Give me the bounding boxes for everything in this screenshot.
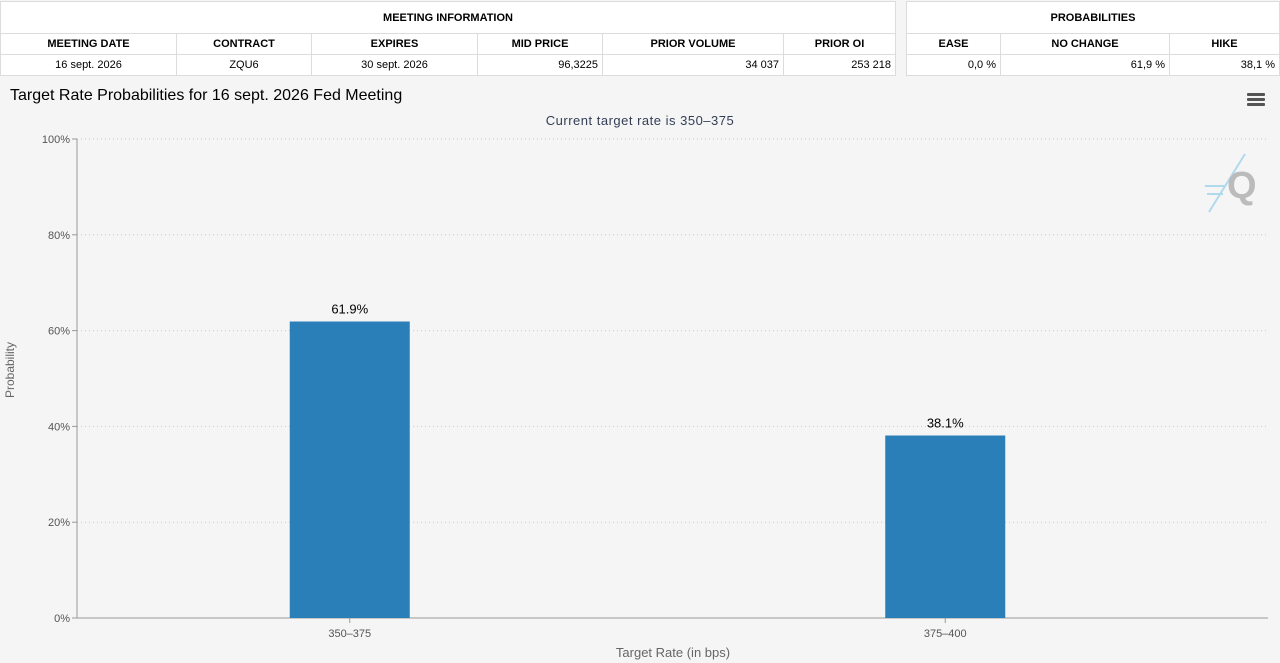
bar-375–400 (885, 435, 1006, 618)
mid-price-header: MID PRICE (477, 33, 603, 55)
svg-text:Q: Q (1227, 165, 1257, 207)
x-tick-label: 350–375 (328, 628, 371, 640)
y-tick-label: 40% (48, 421, 70, 433)
y-tick-label: 20% (48, 517, 70, 529)
y-tick-label: 60% (48, 326, 70, 338)
probabilities-table: PROBABILITIES EASE NO CHANGE HIKE 0,0 % … (905, 1, 1280, 76)
meeting-date-value: 16 sept. 2026 (0, 54, 177, 76)
x-axis-label: Target Rate (in bps) (615, 645, 731, 660)
y-tick-label: 80% (48, 230, 70, 242)
no-change-value: 61,9 % (1000, 54, 1170, 76)
mid-price-value: 96,3225 (477, 54, 603, 76)
prior-oi-value: 253 218 (782, 54, 897, 76)
chart-subtitle: Current target rate is 350–375 (545, 113, 735, 128)
chart-title: Target Rate Probabilities for 16 sept. 2… (10, 87, 403, 104)
hamburger-menu-icon[interactable] (1247, 93, 1265, 107)
meeting-information-table: MEETING INFORMATION MEETING DATE CONTRAC… (0, 1, 897, 76)
prior-volume-value: 34 037 (602, 54, 784, 76)
y-tick-label: 100% (42, 134, 70, 146)
y-axis-label: Probability (3, 341, 17, 399)
no-change-header: NO CHANGE (1000, 33, 1170, 55)
meeting-information-title: MEETING INFORMATION (0, 1, 897, 34)
ease-value: 0,0 % (906, 54, 1001, 76)
probabilities-title: PROBABILITIES (905, 1, 1280, 34)
contract-value: ZQU6 (176, 54, 312, 76)
hike-value: 38,1 % (1168, 54, 1280, 76)
q-logo-icon: Q (1205, 153, 1257, 213)
data-label: 38.1% (927, 416, 964, 431)
data-label: 61.9% (331, 301, 368, 316)
x-tick-label: 375–400 (924, 628, 967, 640)
bar-350–375 (289, 321, 410, 618)
y-tick-label: 0% (54, 613, 70, 625)
